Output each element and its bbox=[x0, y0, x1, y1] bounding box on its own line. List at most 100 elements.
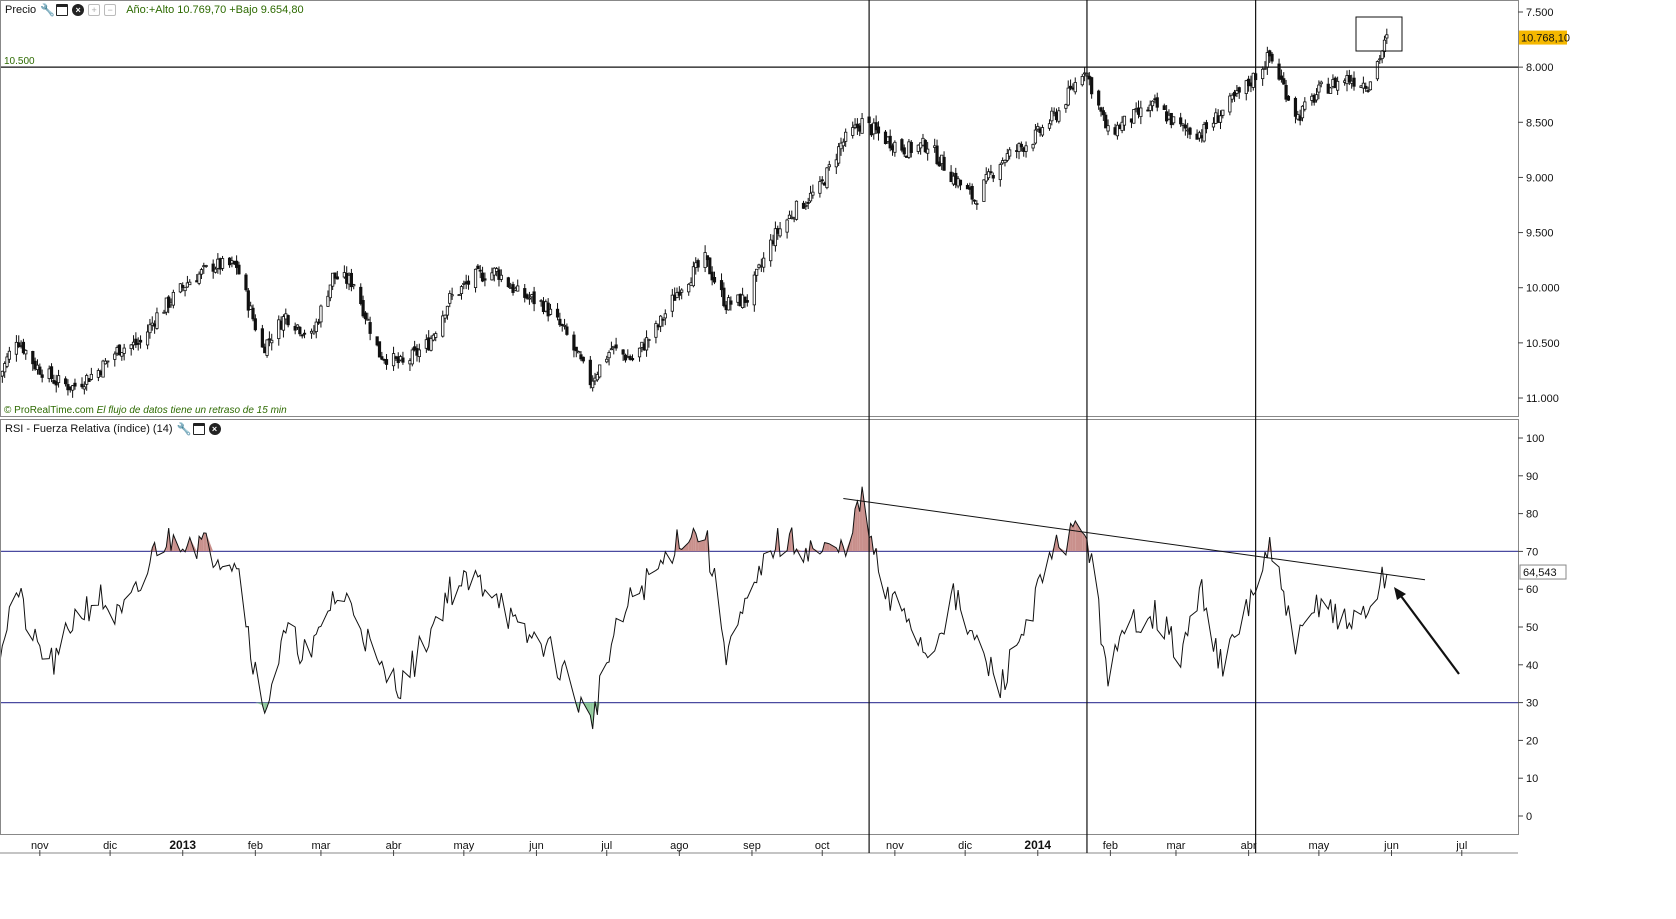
candle-body bbox=[500, 275, 502, 279]
candle-body bbox=[172, 292, 174, 305]
candle-body bbox=[662, 319, 664, 320]
credit-note: El flujo de datos tiene un retraso de 15… bbox=[97, 405, 287, 416]
candle-body bbox=[1133, 109, 1135, 123]
candle-body bbox=[582, 357, 584, 361]
candle-body bbox=[114, 354, 116, 359]
candle-body bbox=[8, 351, 10, 359]
candle-body bbox=[381, 357, 383, 360]
rsi-wrench-icon[interactable]: 🔧 bbox=[177, 423, 189, 435]
candle-body bbox=[477, 266, 479, 269]
candle-body bbox=[591, 381, 593, 388]
candle-body bbox=[507, 278, 509, 287]
x-tick-label: nov bbox=[31, 840, 49, 852]
candle-body bbox=[1156, 98, 1158, 108]
candle-body bbox=[392, 354, 394, 366]
candle-body bbox=[1283, 79, 1285, 85]
x-tick-label: dic bbox=[958, 840, 973, 852]
candle-body bbox=[779, 229, 781, 236]
x-tick-label: jul bbox=[600, 840, 612, 852]
candle-body bbox=[336, 277, 338, 279]
candle-body bbox=[254, 319, 256, 330]
price-panel-title: Precio bbox=[5, 4, 36, 16]
rsi-close-icon[interactable]: × bbox=[209, 423, 221, 435]
candle-body bbox=[638, 348, 640, 357]
candle-body bbox=[692, 267, 694, 286]
x-tick-label: ago bbox=[670, 840, 688, 852]
candle-body bbox=[435, 334, 437, 338]
wrench-icon[interactable]: 🔧 bbox=[40, 4, 52, 16]
price-y-tick-label: 9.500 bbox=[1526, 228, 1554, 240]
candle-body bbox=[1034, 130, 1036, 143]
candle-body bbox=[418, 350, 420, 357]
candle-body bbox=[1041, 128, 1043, 135]
rsi-y-tick-label: 50 bbox=[1526, 622, 1538, 634]
candle-body bbox=[631, 358, 633, 359]
candle-body bbox=[990, 172, 992, 173]
x-tick-label: mar bbox=[311, 840, 330, 852]
candle-body bbox=[299, 327, 301, 334]
price-y-tick-label: 8.500 bbox=[1526, 117, 1554, 129]
candle-body bbox=[1025, 146, 1027, 152]
rsi-y-tick-label: 90 bbox=[1526, 471, 1538, 483]
candle-body bbox=[976, 203, 978, 204]
candle-body bbox=[1367, 91, 1369, 92]
x-tick-label: abr bbox=[1241, 840, 1257, 852]
x-tick-label: jul bbox=[1455, 840, 1467, 852]
candle-body bbox=[367, 319, 369, 320]
close-icon[interactable]: × bbox=[72, 4, 84, 16]
rsi-overbought-fill bbox=[204, 533, 206, 552]
rsi-overbought-fill bbox=[1071, 523, 1073, 551]
candle-body bbox=[130, 345, 132, 349]
candle-body bbox=[1336, 81, 1338, 90]
price-y-tick-label: 11.000 bbox=[1526, 393, 1559, 405]
candle-body bbox=[1097, 91, 1099, 105]
candle-body bbox=[446, 306, 448, 315]
rsi-window-icon[interactable] bbox=[193, 423, 205, 435]
candle-body bbox=[451, 295, 453, 296]
candle-body bbox=[926, 149, 928, 153]
candle-body bbox=[861, 119, 863, 134]
candle-body bbox=[64, 379, 66, 384]
candle-body bbox=[821, 180, 823, 181]
x-tick-label: jun bbox=[528, 840, 544, 852]
candle-body bbox=[1151, 101, 1153, 106]
candle-body bbox=[287, 315, 289, 324]
candle-body bbox=[378, 342, 380, 357]
candle-body bbox=[261, 329, 263, 347]
candle-body bbox=[828, 165, 830, 167]
candle-body bbox=[1163, 106, 1165, 110]
candle-body bbox=[189, 282, 191, 285]
candle-body bbox=[528, 298, 530, 299]
candle-body bbox=[1179, 118, 1181, 124]
candle-body bbox=[271, 340, 273, 343]
candle-body bbox=[1369, 82, 1371, 90]
candle-body bbox=[139, 340, 141, 342]
window-icon[interactable] bbox=[56, 4, 68, 16]
x-tick-label: 2014 bbox=[1024, 838, 1051, 852]
candle-body bbox=[214, 269, 216, 272]
candle-body bbox=[205, 265, 207, 266]
candle-body bbox=[149, 325, 151, 333]
candle-body bbox=[1184, 125, 1186, 128]
rsi-y-tick-label: 70 bbox=[1526, 546, 1538, 558]
candle-body bbox=[200, 270, 202, 275]
zoom-out-icon[interactable]: − bbox=[104, 4, 116, 16]
candle-body bbox=[795, 201, 797, 219]
candle-body bbox=[842, 142, 844, 146]
candle-body bbox=[517, 286, 519, 291]
candle-body bbox=[992, 175, 994, 178]
candle-body bbox=[959, 180, 961, 185]
candle-body bbox=[1102, 111, 1104, 115]
x-tick-label: oct bbox=[815, 840, 830, 852]
zoom-in-icon[interactable]: + bbox=[88, 4, 100, 16]
candle-body bbox=[1189, 128, 1191, 134]
candle-body bbox=[556, 309, 558, 317]
rsi-y-tick-label: 30 bbox=[1526, 698, 1538, 710]
candle-body bbox=[1140, 108, 1142, 117]
candle-body bbox=[599, 365, 601, 377]
candle-body bbox=[1264, 68, 1266, 69]
candle-body bbox=[877, 127, 879, 133]
price-y-tick-label: 7.500 bbox=[1526, 7, 1554, 19]
candle-body bbox=[184, 287, 186, 290]
x-tick-label: jun bbox=[1383, 840, 1399, 852]
